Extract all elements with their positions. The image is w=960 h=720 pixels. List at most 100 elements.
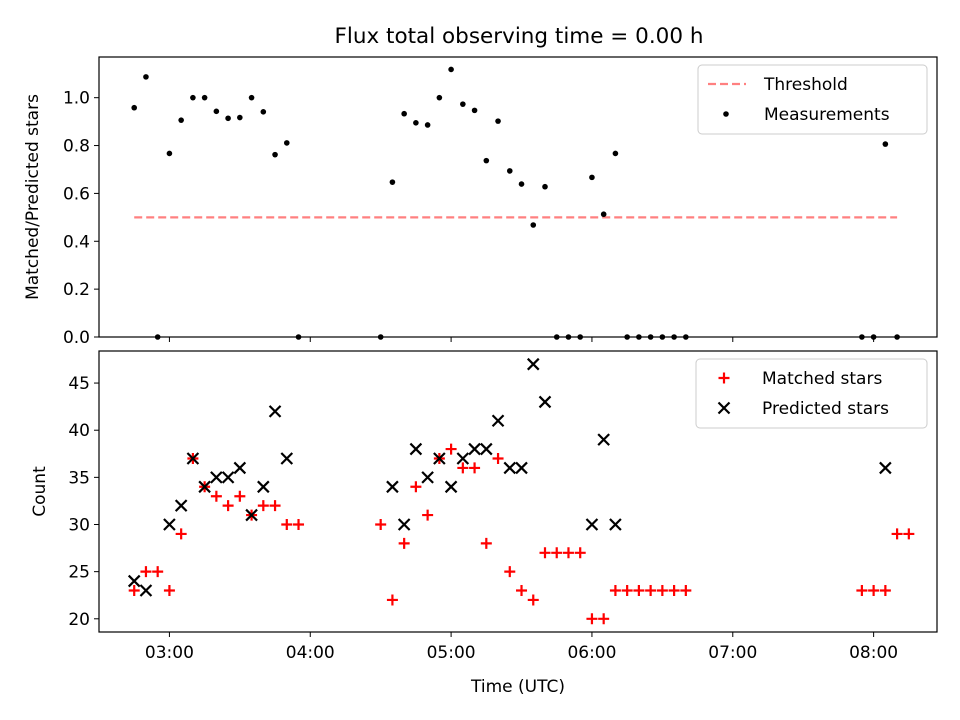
predicted-stars-point — [585, 518, 599, 531]
measurement-point — [542, 183, 548, 190]
figure-title: Flux total observing time = 0.00 h — [335, 24, 704, 49]
measurement-point — [612, 150, 619, 157]
measurement-point — [213, 108, 220, 115]
matched-stars-point — [668, 585, 680, 597]
matched-stars-point — [868, 585, 880, 597]
predicted-stars-point — [421, 471, 434, 484]
matched-stars-point — [234, 490, 246, 502]
predicted-stars-point — [433, 452, 446, 465]
predicted-stars-point — [139, 584, 153, 597]
measurement-point — [471, 107, 478, 114]
predicted-stars-point — [480, 442, 493, 456]
matched-stars-point — [680, 585, 692, 597]
predicted-stars-point — [538, 395, 552, 409]
y-tick-label: 35 — [68, 468, 90, 488]
matched-stars-point — [163, 585, 175, 597]
matched-stars-point — [386, 594, 398, 606]
predicted-stars-point — [198, 480, 211, 494]
predicted-stars-point — [233, 461, 247, 475]
matched-stars-point — [375, 519, 387, 531]
x-tick-label: 08:00 — [849, 643, 898, 663]
x-tick-label: 06:00 — [567, 643, 616, 663]
y-tick-label: 25 — [68, 563, 90, 583]
predicted-stars-point — [468, 442, 481, 456]
predicted-stars-point — [245, 508, 258, 522]
matched-stars-point — [598, 613, 610, 625]
y-axis-label: Matched/Predicted stars — [23, 94, 43, 300]
matched-stars-point — [586, 613, 598, 625]
legend-label: Predicted stars — [762, 399, 889, 419]
matched-stars-point — [269, 500, 281, 512]
matched-stars-point — [222, 500, 234, 512]
matched-stars-point — [422, 509, 434, 521]
measurement-point — [260, 109, 267, 115]
measurement-point — [283, 140, 290, 146]
predicted-stars-point — [879, 461, 892, 475]
predicted-stars-point — [127, 574, 141, 588]
predicted-stars-point — [409, 442, 423, 456]
legend-matched-swatch — [718, 372, 730, 384]
matched-stars-point — [410, 481, 422, 493]
matched-stars-point — [562, 547, 574, 559]
legend-measurements-swatch — [723, 111, 729, 117]
measurement-point — [495, 118, 501, 124]
matched-stars-point — [128, 585, 140, 597]
x-tick-label: 05:00 — [427, 643, 476, 663]
predicted-stars-point — [491, 414, 505, 428]
matched-stars-point — [492, 452, 504, 464]
measurement-point — [424, 122, 431, 128]
matched-stars-point — [457, 462, 469, 474]
measurement-point — [589, 174, 595, 181]
matched-stars-point — [891, 528, 903, 540]
plot-frame — [98, 350, 938, 633]
y-tick-label: 0.6 — [63, 184, 90, 204]
x-tick-label: 04:00 — [286, 643, 335, 663]
predicted-stars-point — [386, 480, 399, 494]
measurement-point — [413, 120, 419, 126]
matched-stars-point — [903, 528, 915, 540]
measurement-point — [248, 94, 255, 101]
count-panel: 03:00 04:00 05:00 06:00 07:00 08:00 20 25 30 35 40… — [30, 350, 938, 697]
y-tick-label: 1.0 — [63, 89, 90, 109]
legend-box — [695, 358, 928, 429]
measurement-point — [190, 94, 196, 101]
y-tick-label: 40 — [68, 421, 90, 441]
y-tick-label: 0.0 — [63, 328, 90, 348]
measurement-point — [272, 151, 278, 158]
matched-stars-point — [516, 585, 528, 597]
legend: Threshold Measurements — [697, 64, 928, 135]
matched-stars-point — [398, 537, 410, 549]
matched-stars-point — [879, 585, 891, 597]
matched-stars-point — [210, 490, 222, 502]
matched-stars-point — [539, 547, 551, 559]
measurement-point — [401, 110, 407, 117]
predicted-stars-point — [186, 452, 200, 465]
matched-stars-point — [293, 519, 305, 531]
predicted-stars-point — [280, 452, 294, 465]
predicted-stars-point — [526, 357, 540, 371]
matched-stars-point — [856, 585, 868, 597]
matched-stars-point — [527, 594, 539, 606]
predicted-stars-point — [609, 518, 622, 531]
measurement-point — [460, 101, 466, 107]
measurement-point — [178, 117, 184, 123]
y-tick-label: 0.4 — [63, 232, 90, 252]
predicted-stars-point — [444, 480, 458, 494]
y-tick-label: 0.8 — [63, 137, 90, 157]
x-tick-label: 03:00 — [145, 643, 194, 663]
legend: Matched stars Predicted stars — [695, 358, 928, 429]
measurement-point — [201, 94, 208, 101]
y-tick-label: 45 — [68, 374, 90, 394]
measurement-point — [237, 114, 243, 121]
predicted-stars-point — [456, 452, 470, 465]
predicted-stars-point — [268, 405, 282, 418]
plot-frame — [98, 56, 938, 338]
matched-stars-point — [281, 519, 293, 531]
predicted-stars-point — [210, 471, 223, 484]
matched-stars-point — [609, 585, 621, 597]
matched-stars-point — [574, 547, 586, 559]
predicted-stars-point — [515, 461, 528, 475]
matched-stars-point — [504, 566, 516, 578]
legend-label: Measurements — [764, 105, 890, 125]
